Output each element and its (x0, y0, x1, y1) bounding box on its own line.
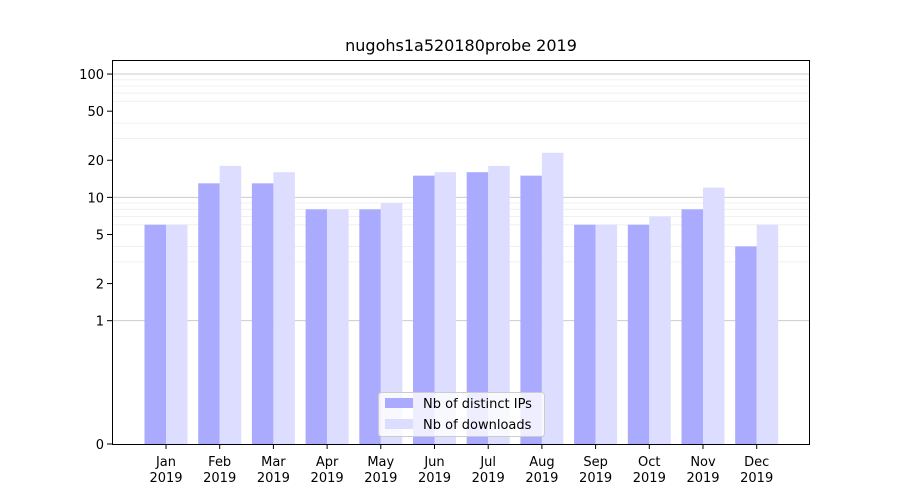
bar-ips (574, 224, 596, 444)
bar-ips (305, 209, 328, 444)
legend-label-ips: Nb of distinct IPs (423, 397, 532, 412)
y-axis: 0 1 2 5 10 20 50 100 (79, 68, 112, 453)
legend-label-downloads: Nb of downloads (423, 418, 532, 433)
bar-ips (198, 183, 220, 444)
bar-ips (413, 175, 435, 444)
y-tick-label: 2 (96, 278, 104, 293)
x-tick-label-year: 2019 (633, 471, 666, 486)
x-tick-label-year: 2019 (203, 471, 236, 486)
bar-ips (735, 246, 757, 444)
bar-ips (359, 209, 381, 444)
bar-downloads (541, 152, 564, 444)
chart-title: nugohs1a520180probe 2019 (345, 36, 577, 55)
y-tick-label: 10 (87, 191, 104, 206)
x-tick-label-month: Dec (744, 455, 769, 470)
x-tick-label-year: 2019 (311, 471, 344, 486)
bar-downloads (595, 224, 618, 444)
legend-box (378, 392, 545, 437)
bar-ips (251, 183, 274, 444)
x-tick-label-month: Nov (690, 455, 716, 470)
x-axis: Jan2019Feb2019Mar2019Apr2019May2019Jun20… (149, 444, 773, 486)
bar-downloads (166, 224, 188, 444)
x-tick-label-month: Jan (155, 455, 176, 470)
x-tick-label-month: Mar (261, 455, 286, 470)
x-tick-label-month: Aug (529, 455, 554, 470)
bars (144, 152, 779, 445)
bar-downloads (703, 187, 725, 445)
bar-downloads (488, 165, 510, 444)
y-tick-label: 20 (87, 154, 104, 169)
x-tick-label-month: Sep (583, 455, 608, 470)
bar-downloads (756, 224, 779, 444)
x-tick-label-year: 2019 (740, 471, 773, 486)
bar-downloads (434, 172, 456, 445)
bar-downloads (273, 172, 295, 445)
x-tick-label-year: 2019 (472, 471, 505, 486)
x-tick-label-year: 2019 (686, 471, 719, 486)
x-tick-label-year: 2019 (418, 471, 451, 486)
bar-downloads (327, 209, 349, 444)
x-tick-label-year: 2019 (149, 471, 182, 486)
y-tick-label: 100 (79, 68, 104, 83)
x-tick-label-year: 2019 (579, 471, 612, 486)
y-tick-label: 50 (87, 105, 104, 120)
bar-ips (144, 224, 166, 444)
bar-downloads (649, 216, 671, 444)
y-tick-label: 1 (96, 315, 104, 330)
bar-ips (681, 209, 703, 444)
x-tick-label-month: Oct (638, 455, 660, 470)
x-tick-label-month: Jul (479, 455, 496, 470)
bar-downloads (219, 165, 242, 444)
plot-frame (112, 60, 810, 445)
x-tick-label-year: 2019 (257, 471, 290, 486)
bar-ips (520, 175, 542, 444)
x-tick-label-month: Jun (423, 455, 444, 470)
bar-ips (466, 172, 489, 445)
bar-downloads (380, 203, 403, 444)
y-tick-label: 0 (96, 438, 104, 453)
bar-ips (627, 224, 650, 444)
y-tick-label: 5 (96, 228, 104, 243)
legend-swatch-ips (385, 398, 413, 408)
x-tick-label-year: 2019 (364, 471, 397, 486)
legend: Nb of distinct IPs Nb of downloads (378, 392, 545, 437)
legend-swatch-downloads (385, 419, 413, 429)
x-tick-label-month: Apr (316, 455, 339, 470)
x-tick-label-month: May (367, 455, 394, 470)
x-tick-label-year: 2019 (525, 471, 558, 486)
x-tick-label-month: Feb (208, 455, 231, 470)
